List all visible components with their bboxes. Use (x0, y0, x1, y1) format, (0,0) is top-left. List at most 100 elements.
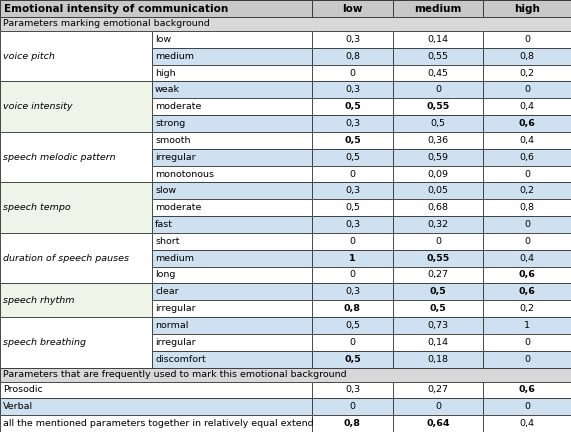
Text: 0: 0 (524, 86, 530, 94)
Bar (393, 0, 483, 17)
Bar (152, 250, 312, 267)
Bar (393, 48, 483, 65)
Bar (152, 149, 312, 165)
Bar (393, 250, 483, 267)
Bar (0, 381, 312, 398)
Text: 0,6: 0,6 (520, 152, 534, 162)
Text: 0,4: 0,4 (520, 102, 534, 111)
Text: 0,59: 0,59 (428, 152, 448, 162)
Text: 0: 0 (524, 402, 530, 411)
Bar (312, 415, 393, 432)
Text: 0: 0 (349, 402, 356, 411)
Bar (393, 182, 483, 199)
Text: 0: 0 (349, 69, 356, 78)
Bar (483, 381, 571, 398)
Bar (483, 31, 571, 48)
Text: 0,5: 0,5 (431, 119, 445, 128)
Bar (483, 132, 571, 149)
Bar (152, 267, 312, 283)
Text: 0,6: 0,6 (518, 385, 536, 394)
Bar (393, 165, 483, 182)
Text: discomfort: discomfort (155, 355, 206, 364)
Bar (393, 115, 483, 132)
Bar (483, 115, 571, 132)
Bar (393, 415, 483, 432)
Bar (0, 415, 312, 432)
Text: 0,14: 0,14 (428, 35, 448, 44)
Text: 0: 0 (524, 237, 530, 246)
Bar (152, 283, 312, 300)
Bar (393, 115, 483, 132)
Text: 0: 0 (435, 402, 441, 411)
Text: smooth: smooth (155, 136, 191, 145)
Bar (152, 283, 312, 300)
Bar (312, 283, 393, 300)
Bar (0, 368, 571, 381)
Bar (483, 317, 571, 334)
Bar (393, 381, 483, 398)
Text: 0: 0 (524, 35, 530, 44)
Bar (152, 31, 312, 48)
Bar (483, 82, 571, 98)
Bar (152, 300, 312, 317)
Bar (312, 0, 393, 17)
Bar (152, 31, 312, 48)
Text: 0,5: 0,5 (345, 152, 360, 162)
Bar (312, 149, 393, 165)
Bar (393, 132, 483, 149)
Bar (312, 182, 393, 199)
Bar (0, 0, 312, 17)
Bar (0, 381, 312, 398)
Bar (0, 283, 152, 317)
Text: 0,5: 0,5 (344, 136, 361, 145)
Text: 0,36: 0,36 (428, 136, 449, 145)
Bar (483, 132, 571, 149)
Text: all the mentioned parameters together in relatively equal extend: all the mentioned parameters together in… (3, 419, 313, 428)
Bar (312, 115, 393, 132)
Bar (0, 415, 312, 432)
Bar (393, 0, 483, 17)
Text: moderate: moderate (155, 203, 202, 212)
Bar (393, 415, 483, 432)
Bar (483, 267, 571, 283)
Bar (483, 283, 571, 300)
Bar (152, 334, 312, 351)
Bar (483, 115, 571, 132)
Bar (483, 165, 571, 182)
Bar (393, 199, 483, 216)
Bar (393, 216, 483, 233)
Bar (483, 250, 571, 267)
Bar (0, 233, 152, 283)
Bar (393, 31, 483, 48)
Bar (483, 31, 571, 48)
Text: 0,3: 0,3 (345, 186, 360, 195)
Text: 0,55: 0,55 (428, 52, 448, 61)
Bar (483, 216, 571, 233)
Bar (393, 398, 483, 415)
Bar (393, 199, 483, 216)
Bar (483, 250, 571, 267)
Bar (483, 300, 571, 317)
Text: normal: normal (155, 321, 188, 330)
Bar (312, 351, 393, 368)
Bar (312, 0, 393, 17)
Bar (0, 317, 152, 368)
Bar (0, 132, 152, 182)
Bar (393, 334, 483, 351)
Text: Emotional intensity of communication: Emotional intensity of communication (4, 3, 228, 13)
Bar (483, 415, 571, 432)
Text: high: high (155, 69, 176, 78)
Text: 0,27: 0,27 (428, 385, 448, 394)
Text: 0: 0 (349, 338, 356, 347)
Bar (483, 267, 571, 283)
Bar (312, 165, 393, 182)
Bar (393, 334, 483, 351)
Bar (312, 82, 393, 98)
Bar (393, 351, 483, 368)
Bar (0, 283, 152, 317)
Bar (152, 267, 312, 283)
Bar (393, 233, 483, 250)
Bar (152, 182, 312, 199)
Bar (483, 48, 571, 65)
Bar (393, 149, 483, 165)
